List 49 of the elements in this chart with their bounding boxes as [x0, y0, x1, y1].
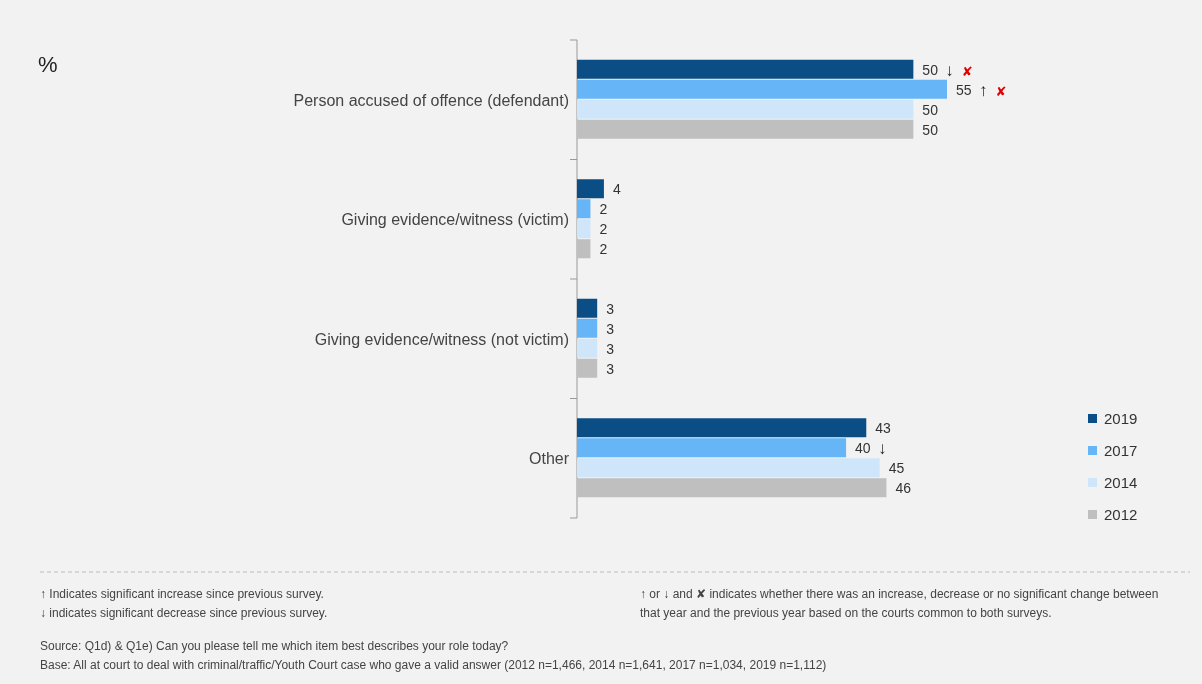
bar [577, 99, 914, 119]
data-label: 3 [606, 360, 615, 377]
legend-label: 2012 [1104, 506, 1138, 523]
data-label: 3 [606, 320, 615, 337]
bar [577, 458, 880, 478]
y-tick-label: Giving evidence/witness (not victim) [314, 330, 569, 348]
legend-label: 2017 [1104, 442, 1138, 459]
bar [577, 199, 591, 219]
data-label: 50 [922, 101, 939, 118]
data-label: 46 [895, 480, 912, 497]
bar [577, 219, 591, 239]
bar [577, 119, 914, 139]
legend-label: 2014 [1104, 474, 1138, 491]
text: ↑ or ↓ and ✘ indicates whether there was an increase, decrease or no significant change between that year and the previous year based on the courts common to both surveys. [640, 587, 1159, 620]
annotation: ↓ ✘ [945, 60, 973, 80]
bar [577, 418, 867, 438]
y-tick-label: Other [528, 450, 570, 468]
data-label: 45 [888, 460, 905, 477]
text: % [38, 52, 58, 77]
data-label: 2 [599, 221, 608, 238]
data-label: 50 [922, 61, 939, 78]
text: Base: All at court to deal with criminal/traffic/Youth Court case who gave a valid answer (2012 n=1,466, 2014 n=1,641, 2017 n=1,034, 2019 n=1,112) [40, 658, 827, 672]
data-label: 40 [855, 440, 871, 457]
y-tick-label: Giving evidence/witness (victim) [341, 211, 569, 229]
bar [577, 438, 847, 458]
data-label: 43 [875, 420, 892, 437]
data-label: 55 [956, 81, 972, 98]
bar [577, 179, 604, 199]
data-label: 2 [599, 201, 608, 218]
annotation: ↑ ✘ [979, 80, 1007, 100]
bar [577, 478, 887, 498]
legend-label: 2019 [1104, 410, 1138, 427]
y-tick-label: Person accused of offence (defendant) [293, 91, 569, 109]
data-label: 2 [599, 241, 608, 258]
bar [577, 318, 598, 338]
data-label: 3 [606, 300, 615, 317]
bar [577, 358, 598, 378]
data-label: 50 [922, 121, 939, 138]
bar [577, 79, 947, 99]
annotation: ↓ [878, 439, 887, 459]
text: ↑ Indicates significant increase since previous survey. [40, 587, 324, 601]
source-note: Source: Q1d) & Q1e) Can you please tell me which item best describes your role today? [40, 639, 509, 653]
bar [577, 298, 598, 318]
data-label: 3 [606, 340, 615, 357]
bar [577, 239, 591, 259]
data-label: 4 [612, 181, 621, 198]
text: ↓ indicates significant decrease since previous survey. [40, 606, 328, 620]
bar [577, 338, 598, 358]
bar [577, 59, 914, 79]
